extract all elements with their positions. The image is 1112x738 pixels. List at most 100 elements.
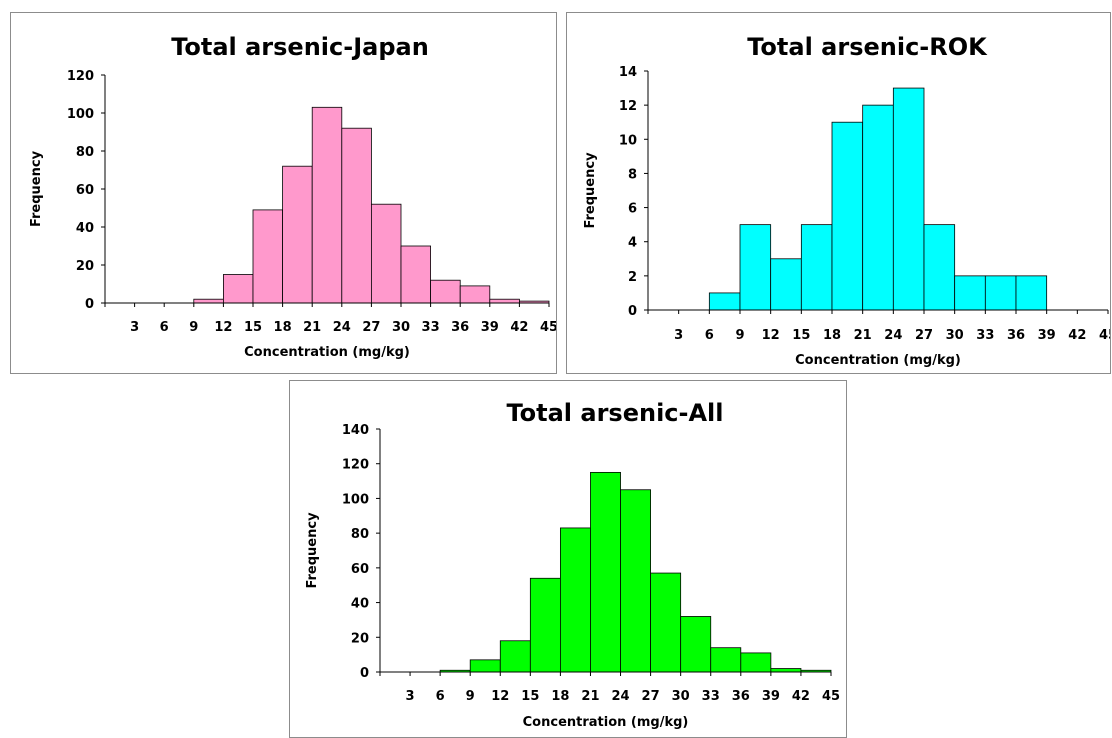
x-tick-label: 30 (392, 320, 410, 335)
y-tick-label: 100 (67, 107, 94, 122)
x-tick-label: 6 (705, 328, 714, 343)
y-tick-labels: 0 2 4 6 8 10 12 14 (619, 65, 637, 319)
bar-36 (710, 647, 742, 673)
x-tick-label: 15 (521, 689, 539, 704)
bar-21 (282, 165, 313, 304)
y-tick-label: 120 (342, 458, 369, 473)
bars (708, 87, 1048, 311)
x-tick-label: 6 (160, 320, 169, 335)
y-tick-label: 80 (351, 527, 369, 542)
x-tick-label: 45 (822, 689, 840, 704)
bar-21 (831, 121, 864, 311)
x-tick-label: 3 (130, 320, 139, 335)
bar-24 (311, 106, 343, 304)
y-tick-label: 40 (76, 221, 94, 236)
bar-27 (892, 87, 925, 311)
x-tick-label: 6 (436, 689, 445, 704)
x-tick-label: 36 (732, 689, 750, 704)
x-tick-label: 30 (946, 328, 964, 343)
x-tick-label: 39 (1038, 328, 1056, 343)
x-tick-label: 18 (551, 689, 569, 704)
bar-33 (680, 616, 712, 673)
y-tick-label: 2 (628, 270, 637, 285)
bar-42 (489, 298, 520, 304)
bars (193, 106, 550, 304)
bar-24 (862, 104, 894, 311)
bar-30 (650, 572, 682, 673)
y-tick-label: 120 (67, 69, 94, 84)
x-tick-label: 21 (303, 320, 321, 335)
x-tick-label: 27 (642, 689, 660, 704)
bar-36 (430, 279, 461, 304)
y-tick-label: 0 (85, 297, 94, 312)
y-tick-label: 0 (360, 666, 369, 681)
y-tick-label: 60 (76, 183, 94, 198)
bar-18 (252, 209, 284, 304)
x-tick-label: 42 (792, 689, 810, 704)
chart-panel-rok: Total arsenic-ROK 0 2 4 6 8 10 12 14 3 6 9 12 15 18 2… (566, 12, 1111, 374)
x-tick-label: 30 (672, 689, 690, 704)
x-tick-label: 15 (244, 320, 262, 335)
x-tick-label: 39 (762, 689, 780, 704)
x-tick-label: 24 (884, 328, 902, 343)
bar-39 (740, 652, 772, 673)
x-axis-label: Concentration (mg/kg) (523, 715, 689, 730)
y-tick-label: 4 (628, 236, 637, 251)
bar-39 (1015, 275, 1048, 311)
y-tick-label: 100 (342, 492, 369, 507)
x-tick-label: 3 (674, 328, 683, 343)
x-tick-label: 24 (333, 320, 351, 335)
bar-27 (341, 127, 372, 304)
x-tick-label: 45 (1099, 328, 1110, 343)
bar-12 (193, 298, 224, 304)
bar-39 (459, 285, 491, 304)
axes (101, 74, 550, 307)
y-axis-label: Frequency (583, 152, 598, 229)
y-tick-label: 10 (619, 133, 637, 148)
bar-24 (590, 471, 621, 673)
x-tick-label: 36 (451, 320, 469, 335)
y-tick-label: 8 (628, 167, 637, 182)
bar-27 (620, 489, 651, 673)
y-tick-label: 20 (76, 259, 94, 274)
y-tick-labels: 0 20 40 60 80 100 120 (67, 69, 94, 312)
bars (439, 471, 832, 673)
bar-30 (923, 224, 956, 311)
x-tick-label: 45 (540, 320, 556, 335)
axes (376, 428, 832, 676)
x-tick-label: 42 (1068, 328, 1086, 343)
bar-36 (984, 275, 1017, 311)
x-tick-label: 18 (823, 328, 841, 343)
y-axis-label: Frequency (305, 512, 320, 589)
bar-30 (370, 203, 402, 304)
bar-42 (770, 668, 802, 673)
y-tick-label: 12 (619, 99, 637, 114)
bar-15 (222, 274, 254, 304)
x-tick-label: 33 (976, 328, 994, 343)
y-tick-label: 80 (76, 145, 94, 160)
x-tick-label: 3 (406, 689, 415, 704)
x-tick-label: 42 (510, 320, 528, 335)
x-tick-label: 12 (491, 689, 509, 704)
x-tick-label: 39 (481, 320, 499, 335)
bar-12 (469, 659, 501, 673)
x-tick-label: 9 (735, 328, 744, 343)
x-axis-label: Concentration (mg/kg) (795, 353, 961, 368)
bar-15 (770, 258, 802, 311)
bar-18 (800, 224, 833, 311)
bar-18 (529, 577, 561, 673)
x-tick-label: 12 (214, 320, 232, 335)
x-tick-label: 12 (762, 328, 780, 343)
x-tick-label: 27 (362, 320, 380, 335)
bar-33 (400, 245, 432, 304)
x-tick-label: 15 (792, 328, 810, 343)
x-tick-label: 21 (581, 689, 599, 704)
x-tick-label: 9 (466, 689, 475, 704)
axes (644, 70, 1109, 314)
